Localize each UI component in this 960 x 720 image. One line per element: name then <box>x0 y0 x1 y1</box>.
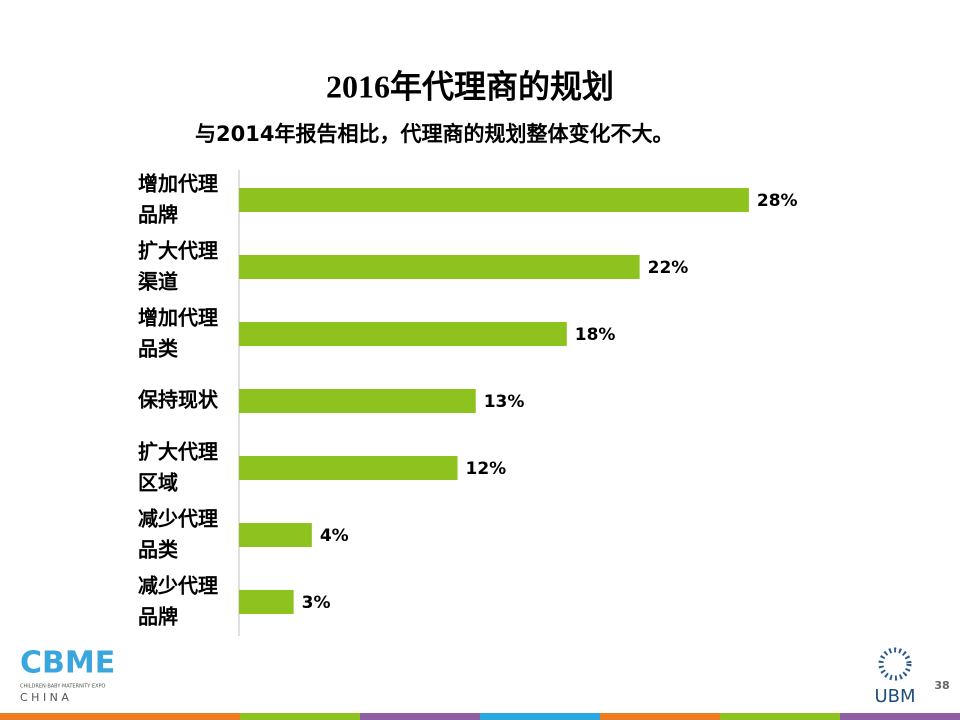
bar <box>239 456 458 480</box>
logo-tagline: CHILDREN·BABY·MATERNITY EXPO <box>20 684 106 690</box>
stripe <box>720 713 840 720</box>
logo-dots <box>878 647 912 681</box>
bar <box>239 188 749 212</box>
stripe <box>360 713 480 720</box>
category-label: 保持现状 <box>137 388 219 412</box>
bar <box>239 590 294 614</box>
chart-title: 2016年代理商的规划 <box>326 68 614 104</box>
category-label: 增加代理品牌 <box>138 171 218 226</box>
value-label: 12% <box>466 459 507 479</box>
stripe <box>0 713 240 720</box>
stripe <box>480 713 600 720</box>
bar <box>239 322 567 346</box>
stripe <box>600 713 720 720</box>
logo-sub: C H I N A <box>20 691 69 704</box>
category-label: 扩大代理渠道 <box>138 238 218 293</box>
chart-subtitle: 与2014年报告相比，代理商的规划整体变化不大。 <box>195 122 673 146</box>
stripe <box>240 713 360 720</box>
page-number: 38 <box>934 679 949 692</box>
category-label: 增加代理品类 <box>138 305 218 360</box>
footer-stripe <box>0 713 960 720</box>
logo-text: UBM <box>874 686 915 707</box>
stripe <box>840 713 960 720</box>
category-label: 减少代理品类 <box>138 506 218 561</box>
value-label: 4% <box>320 526 349 546</box>
bar <box>239 255 640 279</box>
bar <box>239 389 476 413</box>
category-label: 减少代理品牌 <box>138 573 218 628</box>
value-label: 28% <box>757 191 798 211</box>
logo-right: UBM <box>874 647 916 707</box>
value-label: 22% <box>648 258 689 278</box>
category-label: 扩大代理区域 <box>138 439 218 494</box>
value-label: 3% <box>302 593 331 613</box>
logo-text: CBME <box>20 646 115 681</box>
value-label: 13% <box>484 392 525 412</box>
bar <box>239 523 312 547</box>
value-label: 18% <box>575 325 616 345</box>
logo-left: CBME CHILDREN·BABY·MATERNITY EXPO C H I … <box>20 646 115 705</box>
